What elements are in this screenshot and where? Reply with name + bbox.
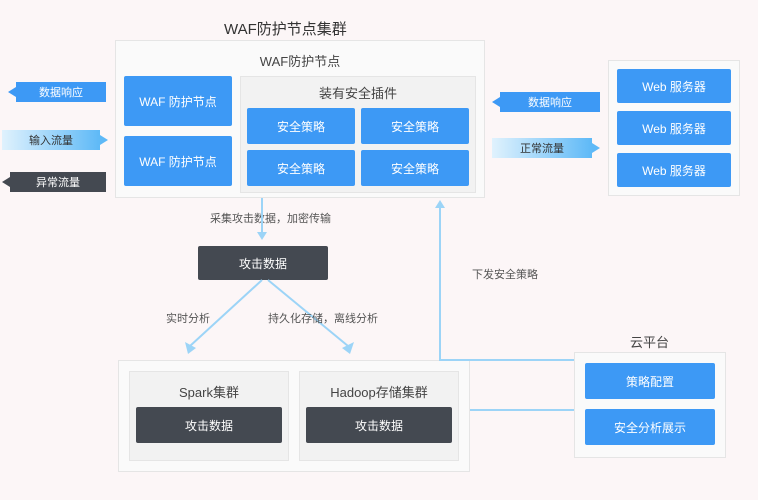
policy-node: 安全策略	[247, 108, 355, 144]
web-server-node: Web 服务器	[617, 153, 731, 187]
waf-node: WAF 防护节点	[124, 76, 232, 126]
arrow-input-traffic: 输入流量	[2, 130, 108, 150]
plugin-box: 装有安全插件 安全策略 安全策略 安全策略 安全策略	[240, 76, 476, 193]
label-persist: 持久化存储，离线分析	[268, 310, 378, 326]
arrow-data-response-right: 数据响应	[492, 92, 600, 112]
attack-data-node: 攻击数据	[198, 246, 328, 280]
web-server-node: Web 服务器	[617, 69, 731, 103]
policy-node: 安全策略	[361, 150, 469, 186]
connector-line-icon	[470, 404, 574, 416]
web-servers-panel: Web 服务器 Web 服务器 Web 服务器	[608, 60, 740, 196]
cloud-analysis-node: 安全分析展示	[585, 409, 715, 445]
arrow-abnormal-traffic: 异常流量	[2, 172, 106, 192]
spark-title: Spark集群	[136, 378, 282, 407]
policy-node: 安全策略	[247, 150, 355, 186]
spark-cluster: Spark集群 攻击数据	[129, 371, 289, 461]
plugin-title: 装有安全插件	[247, 83, 469, 108]
label-collect: 采集攻击数据，加密传输	[210, 210, 331, 226]
label-realtime: 实时分析	[166, 310, 210, 326]
policy-node: 安全策略	[361, 108, 469, 144]
waf-node: WAF 防护节点	[124, 136, 232, 186]
diagram-title: WAF防护节点集群	[224, 18, 347, 39]
dispatch-arrow-icon	[430, 198, 610, 368]
clusters-panel: Spark集群 攻击数据 Hadoop存储集群 攻击数据	[118, 360, 470, 472]
hadoop-cluster: Hadoop存储集群 攻击数据	[299, 371, 459, 461]
waf-panel: WAF防护节点 WAF 防护节点 WAF 防护节点 装有安全插件 安全策略 安全…	[115, 40, 485, 198]
hadoop-title: Hadoop存储集群	[306, 378, 452, 407]
cloud-policy-node: 策略配置	[585, 363, 715, 399]
spark-data-node: 攻击数据	[136, 407, 282, 443]
hadoop-data-node: 攻击数据	[306, 407, 452, 443]
waf-panel-title: WAF防护节点	[124, 47, 476, 76]
web-server-node: Web 服务器	[617, 111, 731, 145]
arrow-normal-traffic: 正常流量	[492, 138, 600, 158]
arrow-data-response-left: 数据响应	[8, 82, 106, 102]
cloud-title: 云平台	[630, 332, 669, 351]
cloud-panel: 策略配置 安全分析展示	[574, 352, 726, 458]
arrow-down-icon	[256, 198, 268, 242]
label-dispatch: 下发安全策略	[472, 266, 538, 282]
